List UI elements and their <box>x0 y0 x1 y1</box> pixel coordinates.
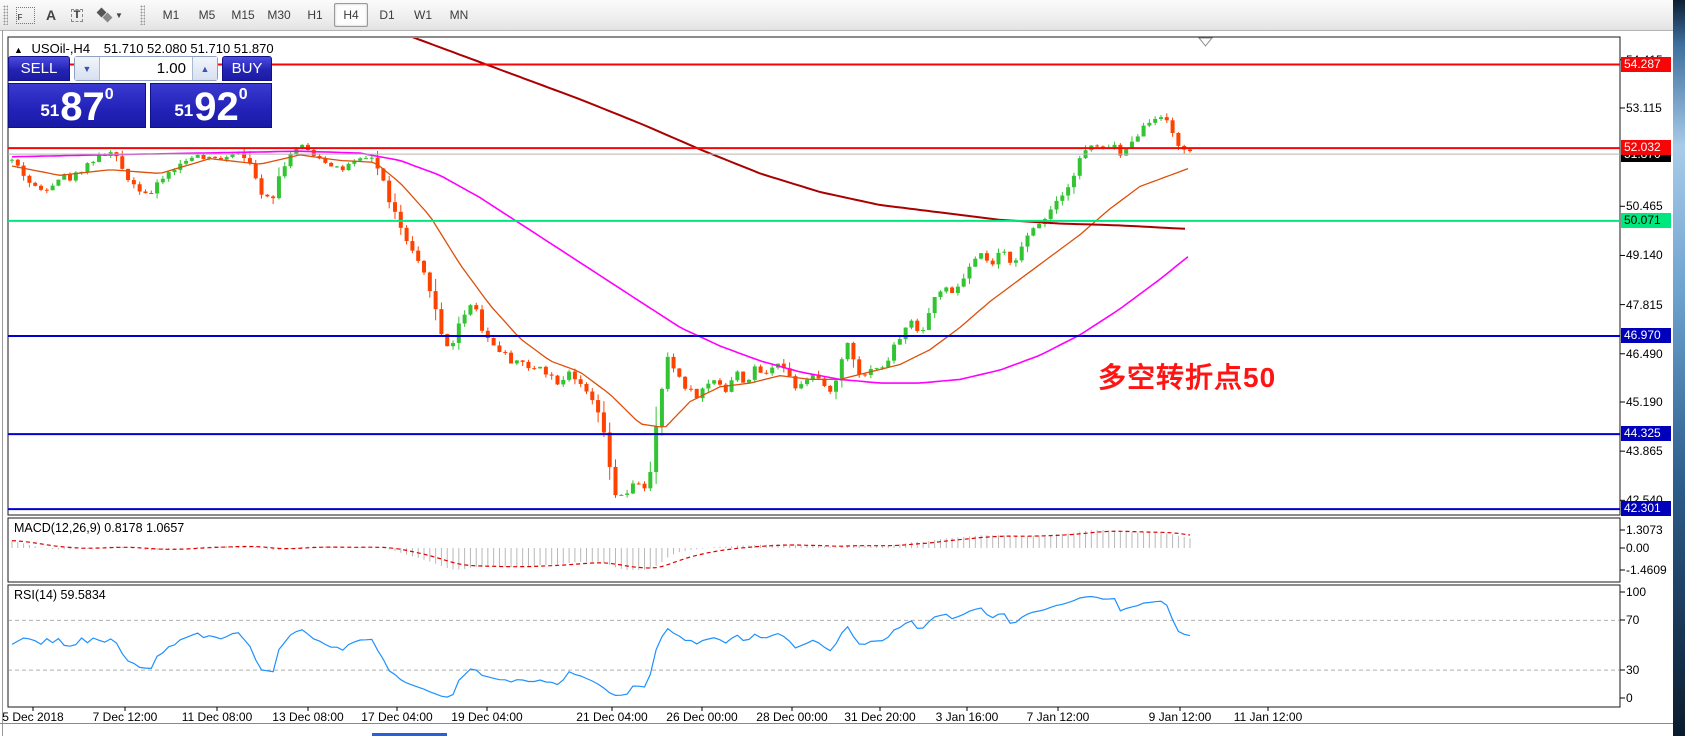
timeframe-button-group: M1 M5 M15 M30 H1 H4 D1 W1 MN <box>153 3 477 27</box>
level-price-badge: 42.301 <box>1621 501 1671 517</box>
time-axis-label: 31 Dec 20:00 <box>844 710 916 724</box>
price-tick-label: 49.140 <box>1626 248 1663 263</box>
window-left-border <box>2 30 3 736</box>
volume-decrease-button[interactable]: ▼ <box>75 57 100 80</box>
time-axis-label: 11 Dec 08:00 <box>181 710 253 724</box>
time-axis-label: 3 Jan 16:00 <box>935 710 999 724</box>
volume-spinner: ▼ 1.00 ▲ <box>74 56 218 81</box>
time-axis-label: 13 Dec 08:00 <box>272 710 344 724</box>
chart-title: ▲ USOil-,H4 51.710 52.080 51.710 51.870 <box>14 41 274 56</box>
level-price-badge: 54.287 <box>1621 56 1671 72</box>
price-tick-label: 53.115 <box>1626 100 1662 115</box>
volume-value[interactable]: 1.00 <box>156 60 186 77</box>
chart-annotation-text: 多空转折点50 <box>1098 362 1277 393</box>
sell-price-pips: 87 <box>60 85 105 129</box>
price-tick-label: 43.865 <box>1626 444 1663 459</box>
macd-scale-label: 1.3073 <box>1626 523 1663 537</box>
timeframe-button-m30[interactable]: M30 <box>267 8 291 22</box>
chevron-down-icon: ▼ <box>115 10 123 20</box>
one-click-trading-panel: SELL ▼ 1.00 ▲ BUY 51 87 0 51 92 0 <box>8 56 272 128</box>
time-axis-label: 26 Dec 00:00 <box>666 710 738 724</box>
time-axis-label: 5 Dec 2018 <box>2 710 64 724</box>
price-tick-label: 47.815 <box>1626 297 1663 312</box>
timeframe-button-h4[interactable]: H4 <box>334 3 368 27</box>
volume-increase-button[interactable]: ▲ <box>192 57 217 80</box>
price-tick-label: 46.490 <box>1626 346 1663 361</box>
timeframe-button-h1[interactable]: H1 <box>307 8 323 22</box>
macd-label: MACD(12,26,9) 0.8178 1.0657 <box>14 521 185 535</box>
window-right-edge <box>1673 0 1685 736</box>
rsi-scale-label: 100 <box>1626 585 1647 599</box>
price-tick-label: 45.190 <box>1626 394 1663 409</box>
crosshair-tool-icon[interactable]: F <box>12 3 38 27</box>
window-bottom-border <box>0 723 1673 724</box>
bottom-tab-accent <box>372 733 447 736</box>
symbol-timeframe: USOil-,H4 <box>31 41 91 56</box>
sell-button[interactable]: SELL <box>8 56 70 81</box>
buy-price-point: 0 <box>238 86 248 103</box>
macd-scale-label: 0.00 <box>1626 541 1650 555</box>
time-axis-label: 11 Jan 12:00 <box>1233 710 1303 724</box>
timeframe-button-d1[interactable]: D1 <box>379 8 395 22</box>
timeframe-button-mn[interactable]: MN <box>449 8 469 22</box>
time-axis-label: 9 Jan 12:00 <box>1148 710 1212 724</box>
collapse-triangle-icon[interactable]: ▲ <box>14 45 23 55</box>
level-price-badge: 44.325 <box>1621 426 1671 442</box>
timeframe-button-m1[interactable]: M1 <box>162 8 180 22</box>
sell-price-major: 51 <box>40 101 60 120</box>
buy-button[interactable]: BUY <box>222 56 272 81</box>
time-axis-label: 17 Dec 04:00 <box>361 710 433 724</box>
time-axis-label: 7 Jan 12:00 <box>1026 710 1090 724</box>
time-axis-label: 19 Dec 04:00 <box>451 710 523 724</box>
sell-price-point: 0 <box>104 86 114 103</box>
time-axis-label: 21 Dec 04:00 <box>576 710 648 724</box>
rsi-label: RSI(14) 59.5834 <box>14 588 106 602</box>
buy-price-major: 51 <box>174 101 194 120</box>
time-axis-label: 28 Dec 00:00 <box>756 710 828 724</box>
timeframe-button-m5[interactable]: M5 <box>198 8 216 22</box>
macd-scale-label: -1.4609 <box>1626 563 1667 577</box>
text-label-tool-icon[interactable]: A <box>45 7 57 23</box>
toolbar-grip[interactable] <box>3 5 8 25</box>
price-tick-label: 50.465 <box>1626 199 1663 214</box>
text-box-tool-icon[interactable]: T <box>64 3 90 27</box>
rsi-scale-label: 30 <box>1626 663 1640 677</box>
timeframe-button-w1[interactable]: W1 <box>414 8 432 22</box>
level-price-badge: 50.071 <box>1621 212 1671 228</box>
rsi-scale-label: 70 <box>1626 613 1640 627</box>
sell-price-button[interactable]: 51 87 0 <box>8 83 146 128</box>
toolbar-grip-2[interactable] <box>140 5 145 25</box>
shapes-tool-icon[interactable]: ▼ <box>90 3 130 27</box>
toolbar: F A T ▼ M1 M5 M15 M30 H1 H4 D1 W1 MN <box>0 0 1673 31</box>
level-price-badge: 46.970 <box>1621 327 1671 343</box>
level-price-badge: 52.032 <box>1621 140 1671 156</box>
buy-price-button[interactable]: 51 92 0 <box>150 83 272 128</box>
ohlc-values: 51.710 52.080 51.710 51.870 <box>103 41 274 56</box>
timeframe-button-m15[interactable]: M15 <box>231 8 255 22</box>
time-axis-label: 7 Dec 12:00 <box>92 710 158 724</box>
buy-price-pips: 92 <box>194 85 239 129</box>
rsi-scale-label: 0 <box>1626 691 1633 705</box>
